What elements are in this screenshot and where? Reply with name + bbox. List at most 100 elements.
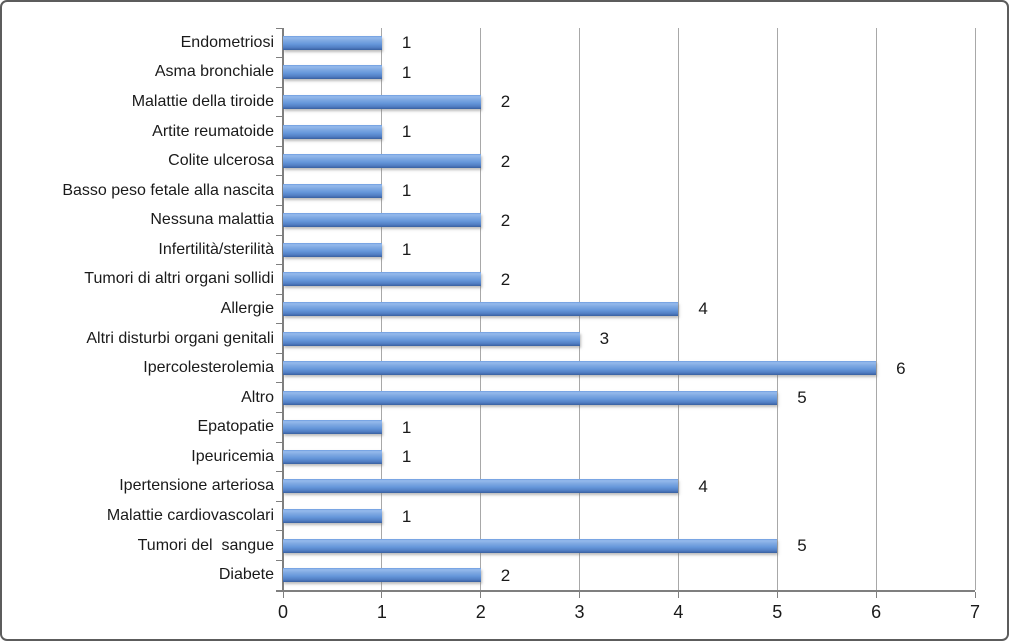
bar-row: 1 <box>283 28 975 58</box>
category-axis: Endometriosi Asma bronchiale Malattie dell… <box>2 28 274 590</box>
bar-row: 4 <box>283 294 975 324</box>
value-label: 4 <box>698 476 708 496</box>
category-label: Allergie <box>220 299 274 317</box>
x-axis-tick <box>974 592 976 598</box>
x-axis-tick-label: 0 <box>277 602 289 622</box>
bar-rows: 1 1 2 1 2 1 2 1 2 4 3 6 5 1 1 4 1 5 2 <box>283 28 975 590</box>
y-axis-tick <box>276 559 283 561</box>
x-axis-tick-label: 7 <box>969 602 981 622</box>
category-label: Tumori di altri organi sollidi <box>84 270 274 288</box>
bar <box>283 301 679 316</box>
bar <box>283 183 382 198</box>
y-axis-tick <box>276 116 283 118</box>
bar-row: 1 <box>283 501 975 531</box>
bar <box>283 65 382 80</box>
bar <box>283 124 382 139</box>
value-label: 5 <box>797 388 807 408</box>
bar <box>283 35 382 50</box>
bar <box>283 568 481 583</box>
y-axis-tick <box>276 264 283 266</box>
bar <box>283 479 679 494</box>
bar-row: 1 <box>283 413 975 443</box>
value-label: 1 <box>401 33 412 53</box>
value-label: 3 <box>599 329 610 349</box>
bar-row: 2 <box>283 146 975 176</box>
value-label: 1 <box>401 447 412 467</box>
y-axis-tick <box>276 234 283 236</box>
category-label: Diabete <box>218 566 274 584</box>
gridline <box>677 28 679 590</box>
y-axis-tick <box>276 145 283 147</box>
gridline <box>776 28 778 590</box>
y-axis-tick <box>276 175 283 177</box>
category-label: Ipeuricemia <box>191 447 274 465</box>
y-axis-tick <box>276 27 283 29</box>
y-axis-ticks <box>276 27 283 591</box>
value-label: 1 <box>401 181 412 201</box>
bar-row: 5 <box>283 383 975 413</box>
value-label: 1 <box>401 62 412 82</box>
x-axis-tick-label: 2 <box>475 602 486 622</box>
value-label: 6 <box>896 358 906 378</box>
category-label: Artite reumatoide <box>152 122 274 140</box>
value-label: 2 <box>500 92 511 112</box>
category-label: Colite ulcerosa <box>168 152 274 170</box>
category-label: Tumori del sangue <box>137 536 274 554</box>
x-axis-tick-label: 6 <box>871 602 882 622</box>
value-label: 2 <box>500 210 511 230</box>
category-label: Altri disturbi organi genitali <box>86 329 274 347</box>
y-axis-tick <box>276 412 283 414</box>
x-axis-tick <box>282 592 284 598</box>
bar <box>283 538 778 553</box>
bar-row: 3 <box>283 324 975 354</box>
gridline <box>875 28 877 590</box>
bar-row: 2 <box>283 205 975 235</box>
bar <box>283 509 382 524</box>
value-label: 1 <box>401 417 412 437</box>
category-label: Ipertensione arteriosa <box>119 477 274 495</box>
value-label: 2 <box>500 151 511 171</box>
bar <box>283 361 877 376</box>
value-label: 1 <box>401 240 412 260</box>
x-axis-line <box>276 590 975 592</box>
x-axis-ticks <box>282 592 976 598</box>
y-axis-tick <box>276 57 283 59</box>
bar <box>283 242 382 257</box>
bar <box>283 213 481 228</box>
bar-row: 5 <box>283 531 975 561</box>
bar-row: 2 <box>283 87 975 117</box>
bar-row: 1 <box>283 117 975 147</box>
y-axis-tick <box>276 441 283 443</box>
bar-row: 2 <box>283 265 975 295</box>
category-label: Ipercolesterolemia <box>143 359 274 377</box>
value-label: 1 <box>401 506 412 526</box>
value-label: 4 <box>698 299 708 319</box>
bar-row: 2 <box>283 560 975 590</box>
category-label: Asma bronchiale <box>154 63 274 81</box>
x-axis-tick-label: 1 <box>376 602 387 622</box>
x-axis-tick-label: 4 <box>673 602 684 622</box>
bar-row: 6 <box>283 353 975 383</box>
x-axis-tick-label: 3 <box>574 602 585 622</box>
value-label: 5 <box>797 536 807 556</box>
category-label: Malattie della tiroide <box>131 92 274 110</box>
bar <box>283 154 481 169</box>
category-label: Nessuna malattia <box>150 211 274 229</box>
y-axis-tick <box>276 323 283 325</box>
y-axis-tick <box>276 530 283 532</box>
category-label: Infertilità/sterilità <box>158 240 274 258</box>
x-axis-tick <box>776 592 778 598</box>
x-axis-tick <box>875 592 877 598</box>
bar-row: 1 <box>283 58 975 88</box>
value-label: 1 <box>401 122 412 142</box>
x-axis-tick <box>579 592 581 598</box>
bar <box>283 94 481 109</box>
bar <box>283 331 580 346</box>
x-axis-tick-labels: 0 1 2 3 4 5 6 7 <box>278 602 980 626</box>
y-axis-tick <box>276 471 283 473</box>
x-axis-tick <box>480 592 482 598</box>
plot-area: 1 1 2 1 2 1 2 1 2 4 3 6 5 1 1 4 1 5 2 <box>282 28 976 590</box>
bar-row: 1 <box>283 442 975 472</box>
bar-row: 4 <box>283 472 975 502</box>
